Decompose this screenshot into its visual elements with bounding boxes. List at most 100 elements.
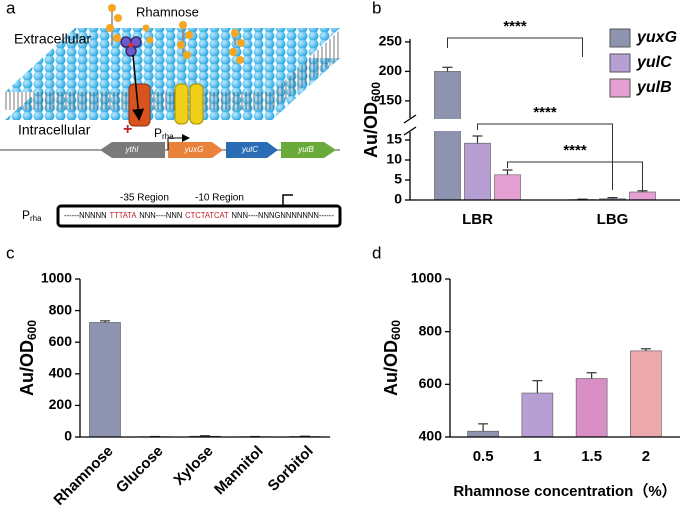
error-bar: [502, 169, 513, 175]
bar: [464, 142, 491, 201]
label: rha: [162, 132, 174, 141]
transporter: [189, 83, 204, 125]
label: -10 Region: [195, 193, 244, 204]
gene-arrow: [281, 142, 336, 158]
legend-label: yulB: [636, 79, 672, 96]
x-axis-label: Rhamnose concentration（%）: [453, 482, 676, 500]
sequence-part: NNN----NNN: [139, 211, 182, 220]
sequence-part: NNN----NNNGNNNNNNN------: [231, 211, 334, 220]
legend-label: yuxG: [636, 29, 677, 46]
error-bar: [478, 423, 489, 432]
y-tick-label: 5: [394, 171, 402, 187]
transporter: [174, 83, 189, 125]
gene-arrow: [168, 142, 223, 158]
rhamnose-molecule: [120, 36, 142, 57]
bar: [521, 392, 554, 438]
y-tick-label: 1000: [41, 270, 72, 286]
gene-label: yuxG: [184, 145, 204, 154]
y-axis-label: Au/OD600: [381, 320, 403, 396]
bar: [629, 191, 656, 201]
panel-label: c: [6, 243, 15, 262]
y-tick-label: 200: [49, 396, 73, 412]
x-tick-label: LBR: [462, 211, 493, 228]
panel-label: d: [372, 243, 381, 262]
significance-bracket: [477, 123, 613, 190]
y-tick-label: 10: [386, 151, 402, 167]
y-tick-label: 0: [64, 428, 72, 444]
x-tick-label: 1.5: [581, 448, 602, 465]
error-bar: [442, 66, 453, 72]
diagram: Rhamnose Extracellular Intracellular + P…: [0, 4, 342, 228]
legend-swatch: [609, 28, 631, 48]
x-tick-label: Sorbitol: [265, 443, 317, 495]
y-tick-label: 200: [379, 62, 403, 78]
label: Intracellular: [18, 122, 91, 138]
y-tick-label: 250: [379, 33, 403, 49]
significance-label: ****: [533, 104, 557, 121]
y-tick-label: 150: [379, 92, 403, 108]
bar: [630, 350, 662, 438]
promoter-arrow: [167, 134, 190, 150]
error-bar: [607, 197, 618, 199]
panel-label: a: [6, 0, 16, 17]
y-axis-label-main: Au/OD: [361, 102, 381, 158]
y-tick-label: 800: [419, 322, 443, 338]
sequence-part: TTTATA: [109, 211, 137, 220]
bar: [494, 174, 521, 201]
label: P: [22, 208, 30, 222]
legend-swatch: [609, 78, 631, 98]
x-tick-label: 0.5: [473, 448, 494, 465]
x-tick-label: Mannitol: [211, 443, 267, 499]
x-tick-label: Rhamnose: [50, 443, 116, 509]
y-tick-label: 400: [49, 365, 73, 381]
x-tick-label: Glucose: [113, 443, 167, 497]
sequence-part: ------NNNNN: [64, 211, 107, 220]
gene-label: yulB: [297, 145, 314, 154]
error-bar: [532, 380, 543, 394]
y-tick-label: 800: [49, 301, 73, 317]
tss-arrow: [282, 194, 293, 206]
y-axis-label-main: Au/OD: [381, 340, 401, 396]
y-axis-label-sub: 600: [369, 82, 383, 102]
break-mark: [403, 114, 417, 124]
label: Prha: [154, 126, 174, 141]
label: P: [154, 126, 162, 140]
x-tick-label: 1: [533, 448, 541, 465]
bar: [467, 430, 499, 438]
membrane-upper: [5, 28, 340, 92]
bar: [434, 71, 461, 201]
significance-label: ****: [503, 18, 527, 35]
significance-bracket: [507, 161, 643, 190]
y-axis-label-sub: 600: [389, 320, 403, 340]
sequence-part: CTCTATCAT: [185, 211, 229, 220]
y-tick-label: 400: [419, 428, 443, 444]
promoter-box: [56, 204, 342, 228]
label: Extracellular: [14, 31, 91, 47]
label: rha: [30, 214, 42, 223]
y-tick-label: 0: [394, 191, 402, 207]
gene-label: ythI: [125, 145, 140, 154]
y-tick-label: 15: [386, 131, 402, 147]
error-bar: [586, 372, 597, 379]
y-axis-label-sub: 600: [25, 320, 39, 340]
y-axis-label-main: Au/OD: [17, 340, 37, 396]
legend-swatch: [609, 53, 631, 73]
membrane-tails: [5, 30, 340, 110]
significance-label: ****: [563, 142, 587, 159]
x-tick-label: 2: [642, 448, 650, 465]
label: +: [123, 121, 132, 138]
x-tick-label: Xylose: [170, 443, 216, 489]
y-tick-label: 600: [419, 375, 443, 391]
panel-label: b: [372, 0, 381, 17]
transporter: [128, 83, 151, 127]
sugars: [106, 4, 245, 64]
error-bar: [100, 320, 110, 323]
bar: [575, 378, 608, 438]
gene-label: yulC: [241, 145, 258, 154]
significance-bracket: [447, 37, 583, 57]
label: Prha: [22, 208, 42, 223]
label: -35 Region: [120, 193, 169, 204]
error-bar: [640, 348, 651, 351]
y-tick-label: 600: [49, 333, 73, 349]
